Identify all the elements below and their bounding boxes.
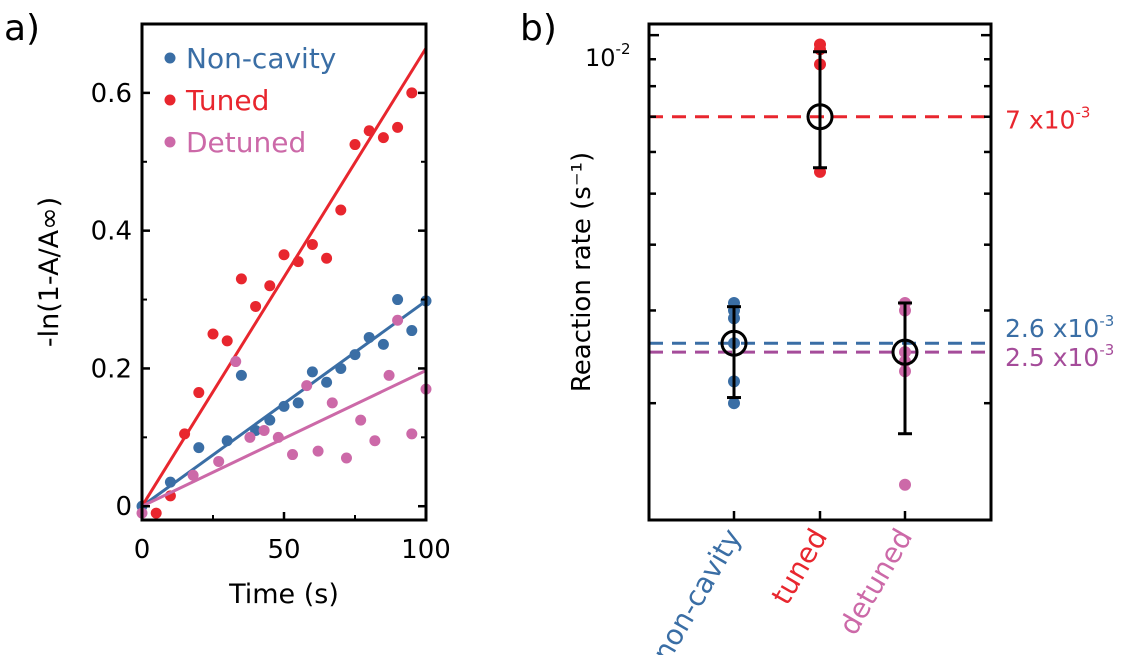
data-point-detuned — [301, 380, 313, 392]
x-tick-label: 50 — [267, 535, 300, 565]
data-point-non-cavity — [193, 442, 205, 454]
panel-a-label: a) — [4, 8, 40, 49]
data-point-tuned — [264, 280, 276, 292]
data-point-detuned — [244, 431, 256, 443]
y-tick-label: 0 — [115, 492, 132, 522]
data-point-detuned — [258, 424, 270, 436]
data-point-tuned — [306, 238, 318, 250]
data-point-tuned — [349, 139, 361, 151]
data-point-non-cavity — [321, 376, 333, 388]
data-point-tuned — [193, 387, 205, 399]
mean-marker — [720, 329, 748, 357]
legend-marker-detuned — [164, 136, 176, 148]
legend-label-tuned: Tuned — [185, 84, 269, 117]
panel-a-ticks: 0 50 100 0 0.2 0.4 0.6 — [91, 79, 451, 565]
y-tick-label: 0.2 — [91, 354, 132, 384]
data-point-non-cavity — [164, 476, 176, 488]
x-tick-label: 0 — [134, 535, 151, 565]
data-point-tuned — [250, 300, 262, 312]
legend-marker-non-cavity — [164, 52, 176, 64]
data-point-tuned — [150, 507, 162, 519]
panel-a-legend: Non-cavity Tuned Detuned — [164, 42, 336, 159]
category-label-tuned: tuned — [765, 523, 834, 610]
mean-marker — [806, 103, 834, 131]
data-point-non-cavity — [392, 294, 404, 306]
panel-b-ylabel: Reaction rate (s⁻¹) — [567, 152, 597, 392]
data-point-non-cavity — [306, 366, 318, 378]
data-point-tuned — [335, 204, 347, 216]
rate-point-non-cavity — [728, 397, 740, 410]
panel-b-label: b) — [520, 8, 557, 49]
data-point-detuned — [392, 314, 404, 326]
data-point-tuned — [179, 428, 191, 440]
data-point-non-cavity — [292, 397, 304, 409]
data-point-detuned — [406, 428, 418, 440]
data-point-non-cavity — [363, 331, 375, 343]
data-point-detuned — [287, 449, 299, 461]
fit-line-tuned — [140, 47, 428, 508]
mean-marker — [891, 338, 919, 366]
data-point-tuned — [321, 252, 333, 264]
data-point-detuned — [369, 435, 381, 447]
data-point-non-cavity — [278, 400, 290, 412]
panel-b-marks — [720, 38, 919, 491]
y-tick-label: 0.6 — [91, 79, 132, 109]
data-point-non-cavity — [349, 349, 361, 361]
panel-a: a) 0 50 100 0 0.2 0.4 0.6 Non-cavity Tuned Detun… — [4, 8, 451, 610]
reference-value-label: 2.6 x10-3 — [1005, 312, 1114, 343]
rate-point-detuned — [899, 478, 911, 491]
panel-b-reference-labels: 7 x10-3 2.6 x10-32.5 x10-3 — [1005, 104, 1114, 372]
data-point-detuned — [383, 369, 395, 381]
data-point-detuned — [187, 469, 199, 481]
reference-value-label: 2.5 x10-3 — [1005, 341, 1114, 372]
data-point-tuned — [207, 328, 219, 340]
data-point-detuned — [312, 445, 324, 457]
panel-b-ticks — [649, 33, 991, 520]
y-tick-label: 0.4 — [91, 217, 132, 247]
legend-label-detuned: Detuned — [186, 126, 306, 159]
data-point-tuned — [292, 256, 304, 268]
data-point-tuned — [235, 273, 247, 285]
data-point-non-cavity — [406, 325, 418, 337]
data-point-non-cavity — [221, 435, 233, 447]
data-point-non-cavity — [264, 414, 276, 426]
data-point-tuned — [278, 249, 290, 261]
data-point-tuned — [363, 125, 375, 137]
x-tick-label: 100 — [401, 535, 451, 565]
data-point-non-cavity — [377, 338, 389, 350]
data-point-non-cavity — [235, 369, 247, 381]
category-label-detuned: detuned — [832, 523, 919, 640]
data-point-detuned — [340, 452, 352, 464]
panel-a-ylabel: -ln(1-A/A∞) — [34, 197, 65, 347]
legend-label-non-cavity: Non-cavity — [186, 42, 336, 75]
legend-marker-tuned — [164, 94, 176, 106]
data-point-tuned — [221, 335, 233, 347]
data-point-detuned — [326, 397, 338, 409]
panel-a-marks — [136, 47, 432, 519]
data-point-detuned — [272, 431, 284, 443]
data-point-detuned — [230, 356, 242, 368]
data-point-tuned — [406, 87, 418, 99]
data-point-tuned — [377, 132, 389, 144]
panel-b: b) 10-2 Reaction rate (s⁻¹) non-cavity tu… — [520, 8, 1114, 655]
data-point-tuned — [392, 121, 404, 133]
fit-line-detuned — [141, 369, 427, 508]
panel-b-ytick-top: 10-2 — [585, 40, 631, 72]
panel-a-frame — [140, 22, 428, 522]
reference-value-label: 7 x10-3 — [1005, 104, 1090, 135]
data-point-detuned — [213, 455, 225, 467]
data-point-non-cavity — [335, 362, 347, 374]
panel-a-xlabel: Time (s) — [228, 579, 339, 610]
data-point-detuned — [355, 414, 367, 426]
category-label-non-cavity: non-cavity — [646, 523, 748, 655]
